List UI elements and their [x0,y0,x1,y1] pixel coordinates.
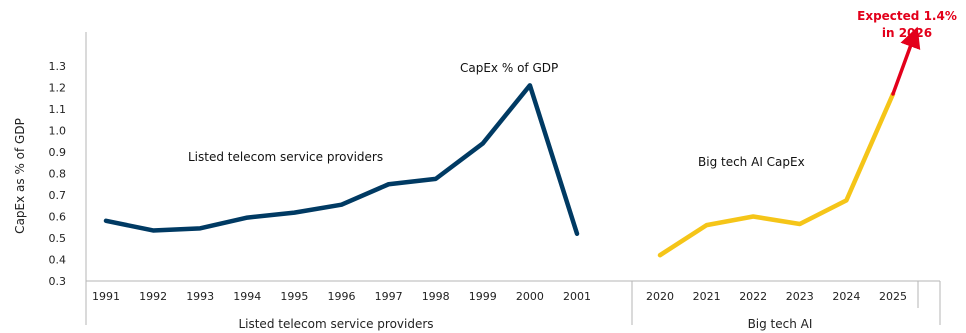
y-tick-label: 1.2 [49,82,67,95]
projection-label-line2: in 2026 [882,26,932,40]
series-line-big-tech [657,91,896,258]
y-axis-label: CapEx as % of GDP [13,118,27,234]
y-tick-label: 1.1 [49,103,67,116]
x-tick-label: 1993 [186,290,214,303]
x-tick-label: 1997 [375,290,403,303]
x-tick-label: 1991 [92,290,120,303]
y-tick-label: 0.7 [49,189,67,202]
series-label-big-tech: Big tech AI CapEx [698,155,805,169]
x-tick-label: 1999 [469,290,497,303]
y-tick-label: 1.0 [49,125,67,138]
chart-labels: Expected 1.4% in 2026 CapEx % of GDP Listed… [188,9,957,169]
y-tick-label: 0.5 [49,232,67,245]
y-tick-label: 0.8 [49,168,67,181]
group-label-big-tech: Big tech AI [748,317,813,331]
x-tick-label: 2020 [646,290,674,303]
x-tick-label: 2024 [832,290,860,303]
x-tick-label: 1995 [280,290,308,303]
y-tick-label: 0.9 [49,146,67,159]
x-tick-label: 2021 [693,290,721,303]
projection-arrow [891,26,921,96]
chart-axes: 0.3 0.4 0.5 0.6 0.7 0.8 0.9 1.0 1.1 1.2 1.3 CapEx a… [13,32,941,331]
annotation-peak-label: CapEx % of GDP [460,61,558,75]
x-tick-label: 2025 [879,290,907,303]
series-label-telecom: Listed telecom service providers [188,150,383,164]
projection-label-line1: Expected 1.4% [857,9,957,23]
x-tick-label: 1996 [328,290,356,303]
group-label-telecom: Listed telecom service providers [238,317,433,331]
x-tick-label: 2001 [563,290,591,303]
x-tick-label: 2023 [786,290,814,303]
x-tick-label: 2022 [739,290,767,303]
y-tick-label: 0.4 [49,254,67,267]
x-tick-label: 1994 [233,290,261,303]
x-tick-label: 1998 [422,290,450,303]
y-tick-label: 0.6 [49,211,67,224]
x-tick-label: 1992 [139,290,167,303]
y-tick-label: 0.3 [49,275,67,288]
x-tick-label: 2000 [516,290,544,303]
chart-series [103,26,921,258]
y-tick-label: 1.3 [49,60,67,73]
